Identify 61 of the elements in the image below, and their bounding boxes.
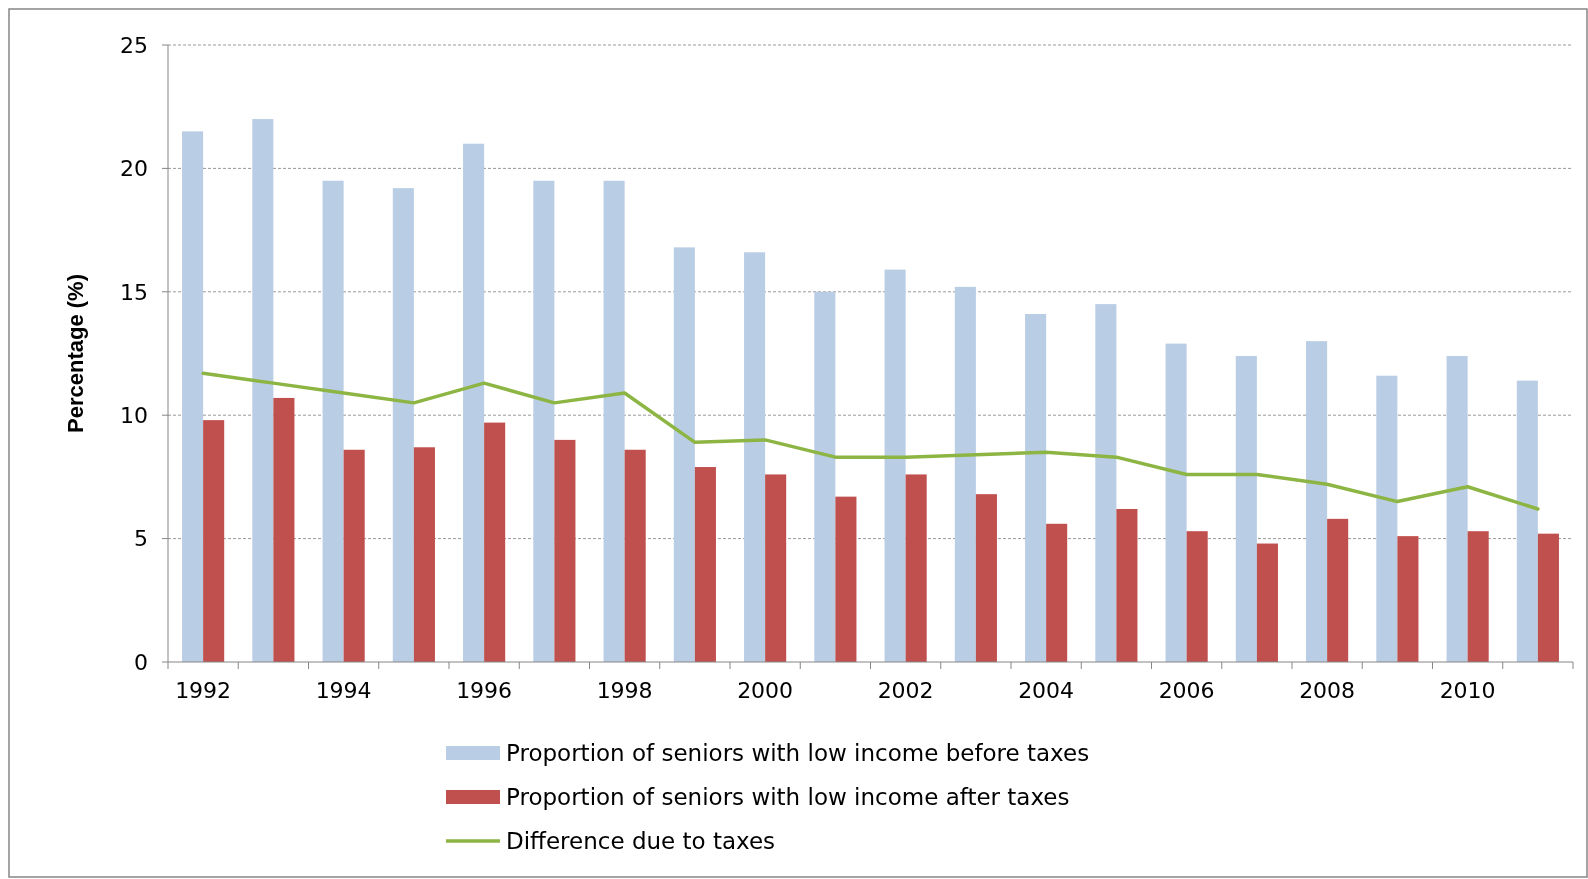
y-tick-label: 10 xyxy=(120,402,148,428)
x-tick-label: 2002 xyxy=(877,678,934,703)
bar xyxy=(1467,531,1489,662)
x-tick-label: 1998 xyxy=(596,678,653,703)
bar xyxy=(484,422,506,662)
bar xyxy=(884,269,906,662)
bar xyxy=(624,449,646,662)
y-tick-label: 20 xyxy=(120,156,148,182)
bar xyxy=(182,131,204,662)
bar xyxy=(273,397,295,662)
bar xyxy=(1256,543,1278,662)
bar xyxy=(413,447,435,662)
bar xyxy=(905,474,927,662)
bar xyxy=(673,247,695,662)
bar xyxy=(814,291,836,662)
y-tick-label: 0 xyxy=(134,649,148,675)
x-tick-label: 1992 xyxy=(175,678,232,703)
bar xyxy=(252,119,274,662)
bar xyxy=(1165,343,1187,662)
x-tick-label: 2006 xyxy=(1158,678,1215,703)
y-axis-title: Percentage (%) xyxy=(63,274,88,433)
bar xyxy=(1327,518,1349,662)
y-tick-label: 25 xyxy=(120,32,148,58)
bar xyxy=(1397,536,1419,662)
x-tick-label: 1994 xyxy=(315,678,372,703)
bar xyxy=(744,252,766,662)
bar xyxy=(343,449,365,662)
x-tick-label: 2000 xyxy=(737,678,794,703)
bar xyxy=(1537,533,1559,662)
bar xyxy=(1376,375,1398,662)
y-tick-label: 15 xyxy=(120,279,148,305)
bar xyxy=(835,496,857,662)
bar xyxy=(1025,314,1047,662)
bar xyxy=(1116,508,1138,662)
bar xyxy=(765,474,787,662)
line-series xyxy=(201,371,1540,511)
bar xyxy=(392,188,414,662)
bar xyxy=(1446,355,1468,662)
bar xyxy=(1516,380,1538,662)
bar xyxy=(1095,304,1117,662)
bar xyxy=(1306,341,1328,662)
bar xyxy=(1046,523,1068,662)
bar xyxy=(533,180,555,662)
bar xyxy=(554,439,576,662)
bar xyxy=(694,467,716,662)
x-tick-label: 2010 xyxy=(1439,678,1496,703)
bar xyxy=(603,180,625,662)
bar xyxy=(975,494,997,662)
bar xyxy=(203,420,225,662)
legend-label: Difference due to taxes xyxy=(506,828,776,855)
legend-label: Proportion of seniors with low income after taxes xyxy=(506,784,1070,811)
legend-label: Proportion of seniors with low income before taxes xyxy=(506,740,1090,767)
bar xyxy=(322,180,344,662)
y-tick-label: 5 xyxy=(134,526,148,552)
x-tick-label: 1996 xyxy=(456,678,513,703)
x-tick-label: 2008 xyxy=(1299,678,1356,703)
bar xyxy=(1235,355,1257,662)
bar xyxy=(463,143,485,662)
bar xyxy=(954,286,976,662)
bar xyxy=(1186,531,1208,662)
x-tick-label: 2004 xyxy=(1018,678,1075,703)
